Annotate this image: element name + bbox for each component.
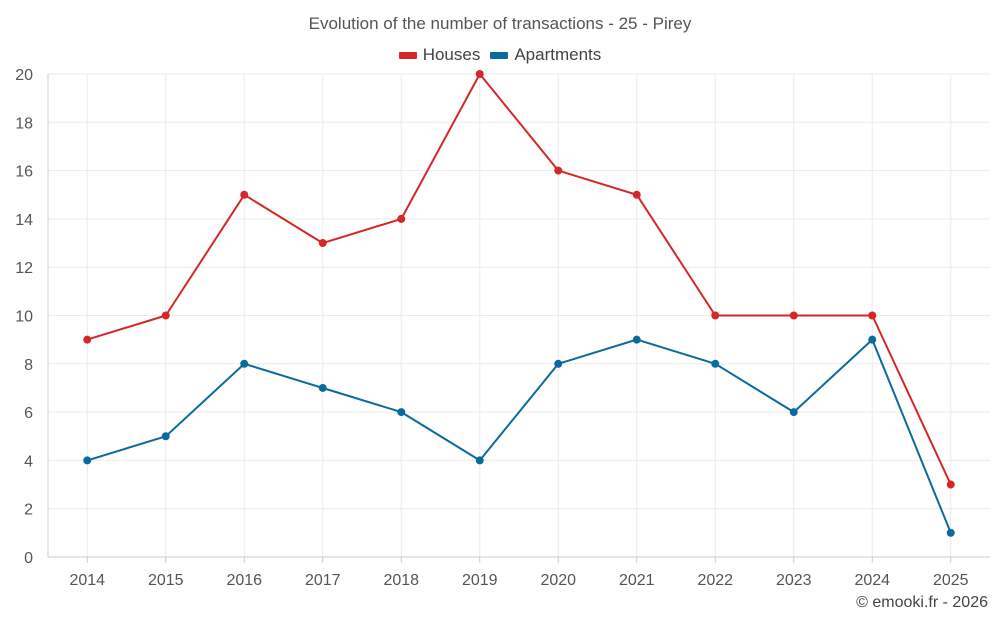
data-point-houses: [946, 480, 955, 489]
data-point-houses: [83, 335, 92, 344]
data-point-apartments: [318, 383, 327, 392]
x-tick-label: 2017: [305, 572, 341, 589]
x-tick-label: 2020: [540, 572, 576, 589]
data-point-houses: [868, 311, 877, 320]
data-point-apartments: [83, 456, 92, 465]
y-tick-label: 12: [15, 260, 33, 277]
y-tick-label: 16: [15, 164, 33, 181]
x-tick-label: 2018: [383, 572, 419, 589]
x-tick-label: 2024: [854, 572, 890, 589]
legend-swatch-houses: [398, 51, 417, 59]
data-point-houses: [632, 190, 641, 199]
legend-item-houses[interactable]: Houses: [398, 45, 481, 65]
chart-legend: Houses Apartments: [0, 45, 1000, 65]
data-point-apartments: [554, 359, 563, 368]
data-point-houses: [318, 239, 327, 248]
chart-title: Evolution of the number of transactions …: [308, 14, 692, 33]
data-point-houses: [161, 311, 170, 320]
legend-label-houses: Houses: [422, 45, 481, 64]
y-tick-label: 14: [15, 212, 33, 229]
data-point-apartments: [868, 335, 877, 344]
data-point-houses: [397, 214, 406, 223]
legend-item-apartments[interactable]: Apartments: [490, 45, 601, 65]
data-point-apartments: [161, 432, 170, 441]
legend-swatch-apartments: [490, 51, 509, 59]
data-point-apartments: [711, 359, 720, 368]
y-tick-label: 10: [15, 309, 33, 326]
x-tick-label: 2014: [69, 572, 105, 589]
y-tick-label: 0: [24, 550, 33, 567]
series-line-houses: [87, 73, 952, 486]
data-point-houses: [475, 70, 484, 78]
data-point-apartments: [240, 359, 249, 368]
data-point-apartments: [789, 408, 798, 417]
data-point-apartments: [475, 456, 484, 465]
x-tick-label: 2023: [776, 572, 812, 589]
x-tick-label: 2016: [226, 572, 262, 589]
x-tick-label: 2022: [697, 572, 733, 589]
y-tick-label: 6: [24, 405, 33, 422]
data-point-apartments: [632, 335, 641, 344]
series-line-apartments: [87, 338, 952, 534]
x-tick-label: 2015: [148, 572, 184, 589]
credit-text: © emooki.fr - 2026: [856, 594, 988, 611]
x-tick-label: 2019: [462, 572, 498, 589]
data-point-houses: [554, 166, 563, 175]
x-tick-label: 2025: [933, 572, 969, 589]
x-tick-label: 2021: [619, 572, 655, 589]
y-tick-label: 8: [24, 357, 33, 374]
y-tick-label: 2: [24, 502, 33, 519]
y-tick-label: 20: [15, 67, 33, 84]
data-point-houses: [240, 190, 249, 199]
data-point-apartments: [946, 528, 955, 537]
legend-label-apartments: Apartments: [514, 45, 602, 64]
data-point-houses: [711, 311, 720, 320]
y-tick-label: 18: [15, 115, 33, 132]
data-point-apartments: [397, 408, 406, 417]
y-tick-label: 4: [24, 453, 33, 470]
data-point-houses: [789, 311, 798, 320]
